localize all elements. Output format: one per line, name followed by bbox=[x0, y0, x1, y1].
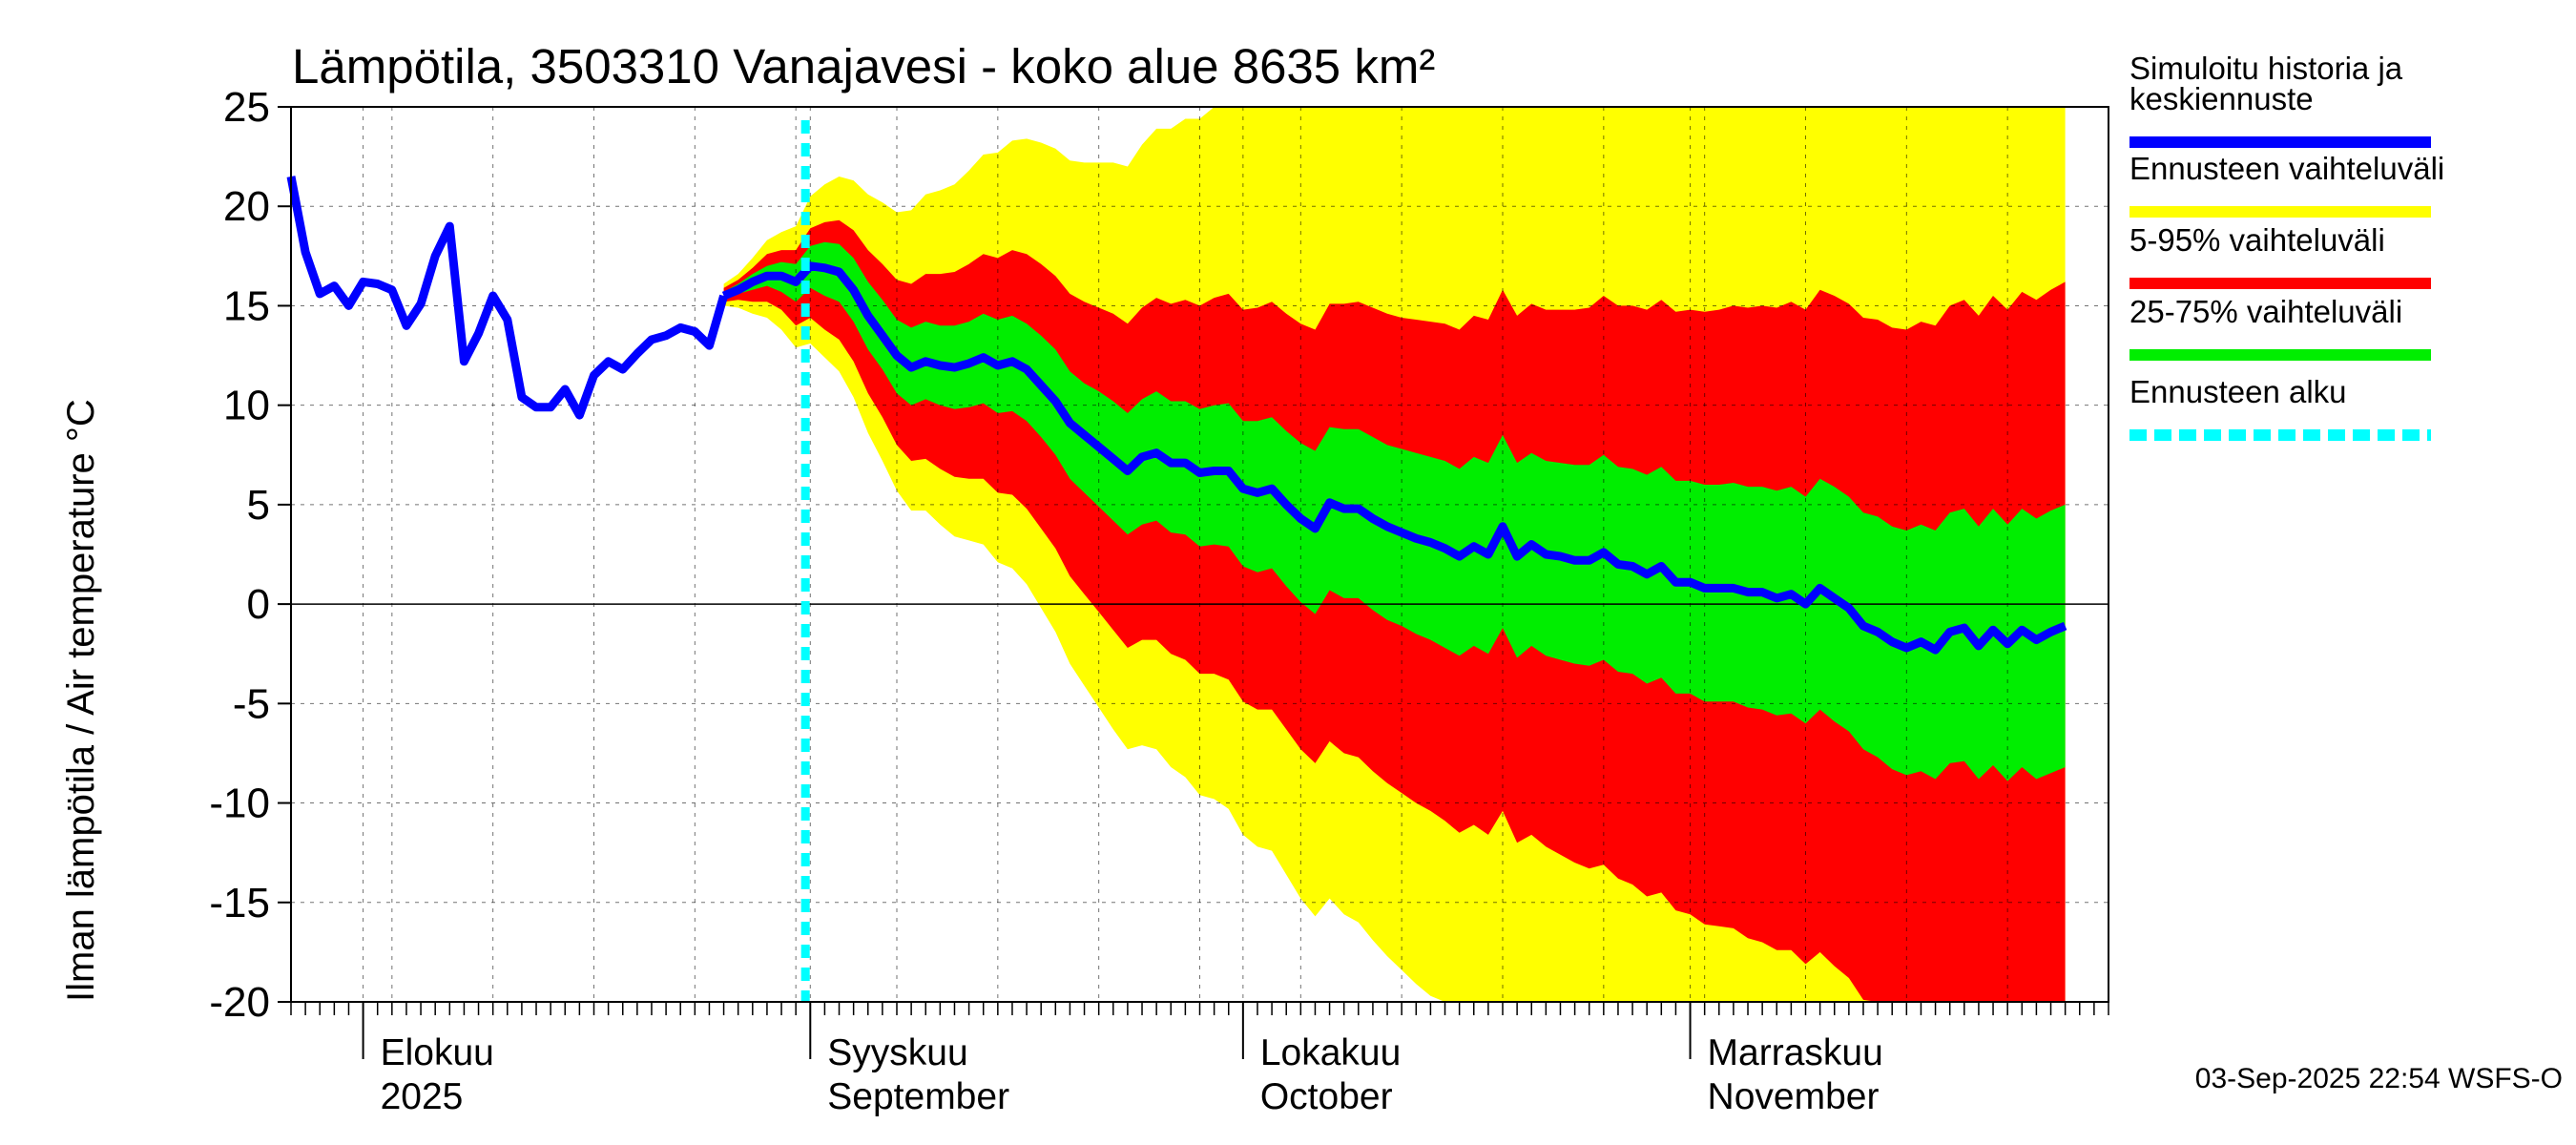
footer-timestamp: 03-Sep-2025 22:54 WSFS-O bbox=[2195, 1063, 2563, 1094]
month-label: Marraskuu bbox=[1708, 1032, 1883, 1073]
y-axis-label: Ilman lämpötila / Air temperature °C bbox=[60, 399, 102, 1002]
series-lines bbox=[286, 120, 2067, 1002]
y-tick-label: 5 bbox=[247, 482, 270, 529]
legend-label: Ennusteen alku bbox=[2129, 374, 2347, 409]
month-sublabel: November bbox=[1708, 1076, 1880, 1117]
grid-lines bbox=[291, 106, 2109, 1003]
band-25-75 bbox=[723, 241, 2066, 781]
month-sublabel: 2025 bbox=[381, 1076, 464, 1117]
y-tick-label: 10 bbox=[223, 383, 270, 429]
month-label: Elokuu bbox=[381, 1032, 494, 1073]
plot-frame bbox=[278, 106, 2109, 1059]
y-tick-label: 15 bbox=[223, 282, 270, 329]
y-tick-label: -15 bbox=[209, 880, 270, 926]
y-tick-label: 0 bbox=[247, 581, 270, 628]
month-sublabel: September bbox=[827, 1076, 1009, 1117]
chart-title: Lämpötila, 3503310 Vanajavesi - koko alu… bbox=[292, 39, 1435, 94]
legend-label: keskiennuste bbox=[2129, 81, 2314, 116]
legend-label: 5-95% vaihteluväli bbox=[2129, 222, 2385, 258]
forecast-bands bbox=[291, 107, 2109, 1003]
y-tick-label: -5 bbox=[233, 680, 270, 727]
median-forecast-line bbox=[721, 261, 2067, 655]
month-sublabel: October bbox=[1260, 1076, 1393, 1117]
legend-label: Ennusteen vaihteluväli bbox=[2129, 151, 2444, 186]
history-line bbox=[286, 176, 728, 420]
month-label: Lokakuu bbox=[1260, 1032, 1401, 1073]
y-tick-label: 20 bbox=[223, 183, 270, 230]
legend-label: Simuloitu historia ja bbox=[2129, 51, 2403, 86]
y-tick-label: -10 bbox=[209, 781, 270, 827]
y-tick-label: 25 bbox=[223, 84, 270, 131]
month-label: Syyskuu bbox=[827, 1032, 967, 1073]
plot-border bbox=[290, 106, 2109, 1003]
y-tick-label: -20 bbox=[209, 979, 270, 1026]
legend-label: 25-75% vaihteluväli bbox=[2129, 294, 2402, 329]
